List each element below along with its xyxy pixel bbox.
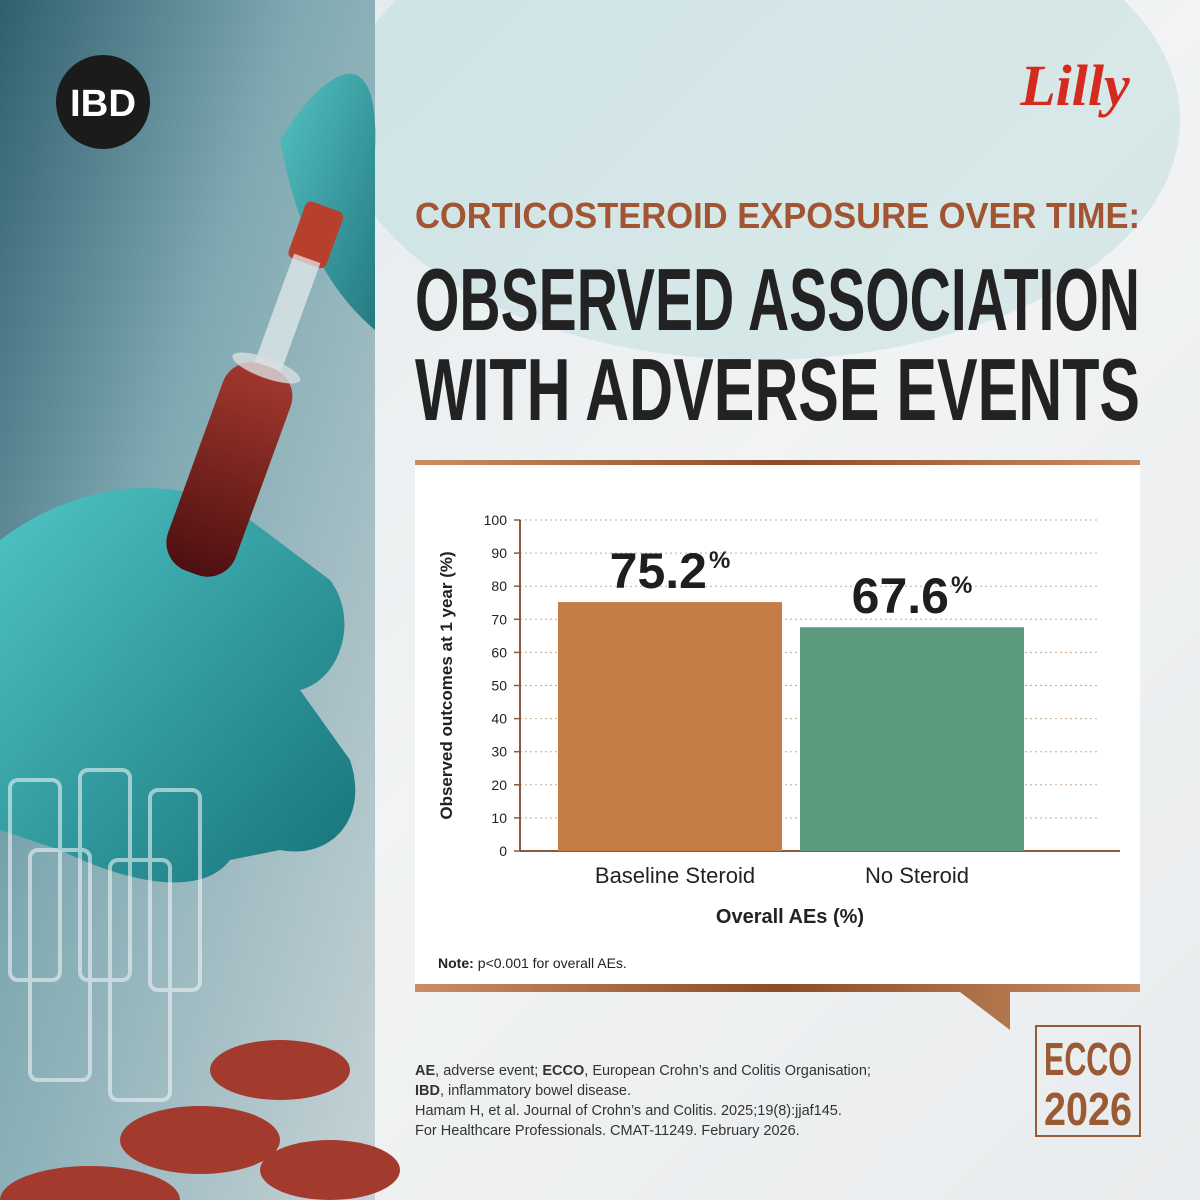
card-top-border [415, 460, 1140, 465]
abbreviation: ECCO [542, 1063, 584, 1079]
bar [800, 627, 1024, 851]
value-label: 67.6% [852, 568, 973, 624]
test-tube [166, 201, 344, 577]
abbreviation: AE [415, 1063, 435, 1079]
red-caps [0, 1040, 400, 1200]
x-axis-label: Overall AEs (%) [716, 906, 864, 928]
y-tick-label: 10 [491, 810, 507, 826]
y-tick-label: 20 [491, 777, 507, 793]
badge-circle [56, 55, 150, 149]
glove-hand [0, 487, 356, 883]
badge-text: IBD [70, 83, 136, 125]
photo-illustration [0, 73, 400, 1200]
event-name: ECCO [1044, 1033, 1132, 1085]
logo: Lilly [1019, 53, 1130, 118]
definition: , European Crohn’s and Colitis Organisat… [584, 1063, 871, 1079]
reference: Hamam H, et al. Journal of Crohn’s and C… [415, 1103, 842, 1119]
value-label: 75.2% [610, 543, 731, 599]
note-label: Note: [438, 955, 474, 971]
y-tick-label: 50 [491, 678, 507, 694]
title-line: WITH ADVERSE EVENTS [415, 340, 1140, 439]
title-line: OBSERVED ASSOCIATION [415, 250, 1140, 349]
y-tick-label: 100 [484, 512, 508, 528]
footnotes: AE, adverse event; ECCO, European Crohn’… [415, 1063, 871, 1139]
card-bottom-border [415, 984, 1140, 1030]
reference: For Healthcare Professionals. CMAT-11249… [415, 1123, 800, 1139]
y-tick-label: 80 [491, 578, 507, 594]
y-axis-label: Observed outcomes at 1 year (%) [437, 551, 456, 819]
x-tick-label: Baseline Steroid [595, 863, 755, 888]
tube-rack [8, 768, 202, 1102]
y-tick-label: 70 [491, 611, 507, 627]
background-blur [340, 0, 1180, 360]
y-tick-label: 90 [491, 545, 507, 561]
footnote-line: IBD, inflammatory bowel disease. [415, 1083, 631, 1099]
chart-note: Note: p<0.001 for overall AEs. [438, 955, 627, 971]
definition: , inflammatory bowel disease. [440, 1083, 631, 1099]
x-tick-label: No Steroid [865, 863, 969, 888]
event-year: 2026 [1044, 1083, 1132, 1135]
event-box [1035, 1025, 1141, 1137]
abbreviation: IBD [415, 1083, 440, 1099]
y-tick-label: 60 [491, 644, 507, 660]
y-tick-label: 30 [491, 744, 507, 760]
y-tick-label: 0 [499, 843, 507, 859]
definition: , adverse event; [435, 1063, 542, 1079]
glove-finger [280, 73, 376, 331]
note-text: p<0.001 for overall AEs. [478, 955, 627, 971]
chart: 0 10 20 30 40 50 60 70 80 90 100 Observed outcomes … [437, 512, 1120, 928]
kicker: CORTICOSTEROID EXPOSURE OVER TIME: [415, 195, 1140, 236]
footnote-line: AE, adverse event; ECCO, European Crohn’… [415, 1063, 871, 1079]
y-tick-label: 40 [491, 711, 507, 727]
bar [558, 602, 782, 851]
